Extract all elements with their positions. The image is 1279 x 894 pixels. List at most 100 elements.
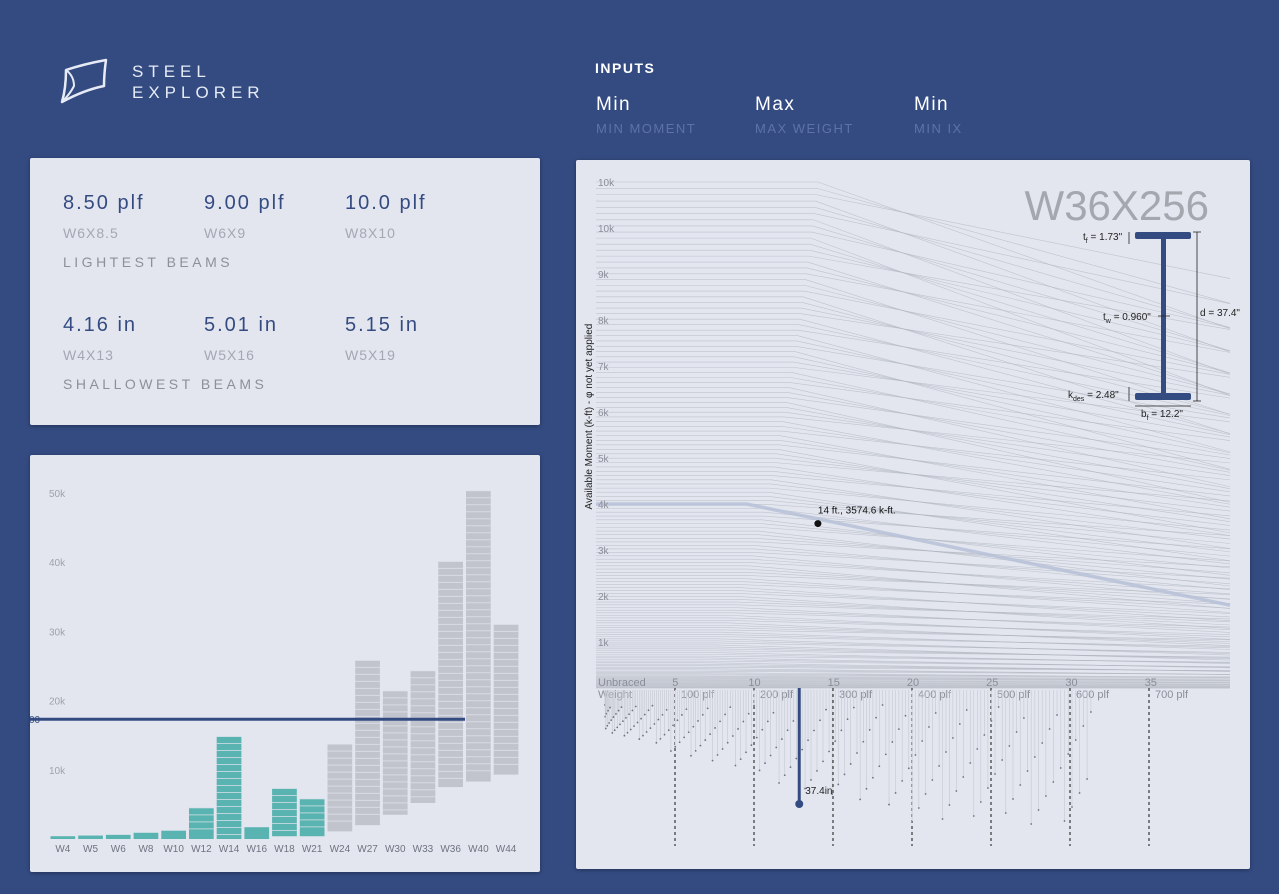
section-dot <box>737 728 739 730</box>
max-weight-input[interactable]: Max MAX WEIGHT <box>755 94 854 136</box>
section-dot <box>795 757 798 760</box>
section-dot <box>938 765 941 767</box>
capacity-curve <box>596 181 1231 330</box>
min-ix-value[interactable]: Min <box>914 94 950 115</box>
capacity-curve <box>596 324 1231 416</box>
shallowest-caption: SHALLOWEST BEAMS <box>63 376 268 392</box>
bar <box>133 832 159 839</box>
section-dot <box>769 754 772 757</box>
app-title-line1: STEEL <box>132 62 211 81</box>
section-dot <box>945 751 947 753</box>
capacity-curve <box>596 615 1231 640</box>
capacity-curve <box>596 279 1231 415</box>
section-dot <box>1004 812 1007 814</box>
bar <box>466 490 491 782</box>
section-dot <box>871 776 874 779</box>
section-dot <box>1012 798 1014 800</box>
section-dot <box>1026 770 1029 772</box>
capacity-curve <box>596 644 1231 661</box>
capacity-curve <box>596 555 1231 600</box>
section-dot <box>636 721 639 724</box>
capacity-curve <box>596 267 1231 374</box>
y-axis-label: Available Moment (k-ft) - φ not yet appl… <box>584 324 595 510</box>
x-tick-label: W27 <box>357 844 378 855</box>
selected-depth-label: 37.4in <box>805 786 832 797</box>
section-dot <box>825 708 827 711</box>
section-dot <box>891 741 894 743</box>
shallowest-name-2[interactable]: W5X16 <box>204 347 255 363</box>
capacity-curve <box>596 449 1231 534</box>
capacity-curve <box>596 571 1231 600</box>
marker-point[interactable] <box>814 520 822 528</box>
section-dot <box>881 704 884 706</box>
shallowest-value-1: 4.16 in <box>63 314 138 336</box>
moment-chart[interactable]: 1k 2k 3k 4k 5k 6k 7k 8k 9k 10k 10k Available Moment… <box>576 160 1250 869</box>
section-dot <box>1067 753 1070 755</box>
section-dot <box>764 762 766 765</box>
section-dot <box>623 734 626 737</box>
capacity-curve <box>596 411 1231 476</box>
section-dot <box>704 739 707 741</box>
bar <box>410 670 436 803</box>
section-dot <box>852 706 855 709</box>
section-dot <box>849 763 852 765</box>
min-ix-input[interactable]: Min MIN IX <box>914 94 963 136</box>
min-moment-input[interactable]: Min MIN MOMENT <box>596 94 696 136</box>
y-tick-label: 3k <box>598 546 610 557</box>
y-tick-label: 10k <box>598 224 615 235</box>
section-dot <box>716 754 719 756</box>
section-dot <box>840 729 843 732</box>
section-dot <box>810 779 812 781</box>
capacity-curve <box>596 457 1231 512</box>
weight-tick-label: 600 plf <box>1076 689 1110 701</box>
capacity-curve <box>596 629 1231 641</box>
capacity-curve <box>596 657 1231 669</box>
section-dot <box>901 779 904 782</box>
y-tick-label: 10k <box>598 178 615 189</box>
section-dot <box>1019 784 1022 786</box>
section-dot <box>680 714 683 716</box>
lightest-name-2[interactable]: W6X9 <box>204 225 247 241</box>
section-dot <box>609 706 611 709</box>
capacity-curve <box>596 527 1231 562</box>
capacity-curve <box>596 444 1231 497</box>
selected-section-dot[interactable] <box>795 800 804 808</box>
lightest-caption: LIGHTEST BEAMS <box>63 254 234 270</box>
max-weight-value[interactable]: Max <box>755 94 796 115</box>
section-dot <box>709 733 712 736</box>
capacity-curve <box>596 402 1231 503</box>
highlighted-curve[interactable] <box>596 502 1231 607</box>
app-title: STEEL EXPLORER <box>132 61 265 103</box>
capacity-curve <box>596 194 1231 279</box>
section-dot <box>976 748 979 750</box>
section-dot <box>692 725 695 728</box>
capacity-curve <box>596 340 1231 435</box>
section-dot <box>694 749 697 752</box>
inputs-title: INPUTS <box>595 60 656 76</box>
x-tick-label: W30 <box>385 844 406 855</box>
y-tick-label: 4k <box>598 500 610 511</box>
capacity-curve <box>596 565 1231 609</box>
min-moment-value[interactable]: Min <box>596 94 632 115</box>
lightest-name-1[interactable]: W6X8.5 <box>63 225 119 241</box>
section-dot <box>831 793 834 795</box>
capacity-curve <box>596 318 1231 434</box>
section-dot <box>865 787 868 790</box>
section-dot <box>1022 717 1025 719</box>
capacity-curve <box>596 290 1231 375</box>
section-dot <box>633 725 635 728</box>
depth-histogram-chart[interactable]: 10k 20k 30k 40k 50k W4 W5 W6 W8 W10 W12 W14 W16 W18 W2… <box>30 455 540 872</box>
section-dot <box>846 718 849 721</box>
section-dot <box>657 718 660 721</box>
d-label: d = 37.4" <box>1200 308 1240 319</box>
capacity-curve <box>596 672 1231 678</box>
lightest-name-3[interactable]: W8X10 <box>345 225 396 241</box>
section-dot <box>606 724 609 727</box>
capacity-curve <box>596 609 1231 630</box>
section-dot <box>972 815 975 817</box>
section-dot <box>1037 809 1040 811</box>
x-tick-label: W4 <box>55 844 70 855</box>
shallowest-name-1[interactable]: W4X13 <box>63 347 114 363</box>
y-tick-label: 40k <box>49 558 66 569</box>
shallowest-name-3[interactable]: W5X19 <box>345 347 396 363</box>
